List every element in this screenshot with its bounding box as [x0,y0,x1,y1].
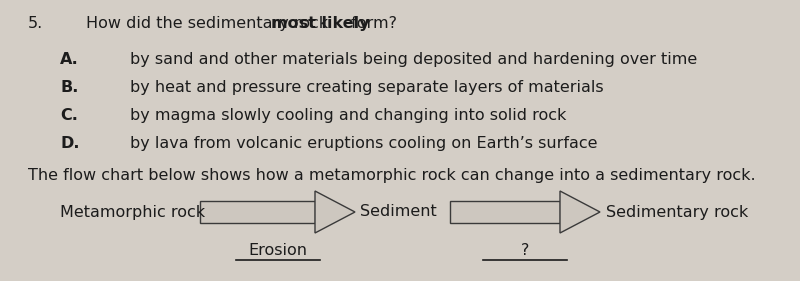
Text: Sedimentary rock: Sedimentary rock [606,205,748,219]
Polygon shape [560,191,600,233]
Text: ?: ? [521,243,529,258]
Text: by heat and pressure creating separate layers of materials: by heat and pressure creating separate l… [130,80,604,95]
Text: The flow chart below shows how a metamorphic rock can change into a sedimentary : The flow chart below shows how a metamor… [28,168,756,183]
Text: most likely: most likely [271,16,370,31]
Text: C.: C. [60,108,78,123]
Text: 5.: 5. [28,16,43,31]
Text: form?: form? [346,16,398,31]
Text: by lava from volcanic eruptions cooling on Earth’s surface: by lava from volcanic eruptions cooling … [130,136,598,151]
Text: Erosion: Erosion [248,243,307,258]
Bar [200,201,315,223]
Text: B.: B. [60,80,78,95]
Text: A.: A. [60,52,78,67]
Text: Sediment: Sediment [360,205,437,219]
Text: Metamorphic rock: Metamorphic rock [60,205,205,219]
Text: by magma slowly cooling and changing into solid rock: by magma slowly cooling and changing int… [130,108,566,123]
Text: How did the sedimentary rock: How did the sedimentary rock [86,16,334,31]
Bar [450,201,560,223]
Text: D.: D. [60,136,79,151]
Polygon shape [315,191,355,233]
Text: by sand and other materials being deposited and hardening over time: by sand and other materials being deposi… [130,52,698,67]
